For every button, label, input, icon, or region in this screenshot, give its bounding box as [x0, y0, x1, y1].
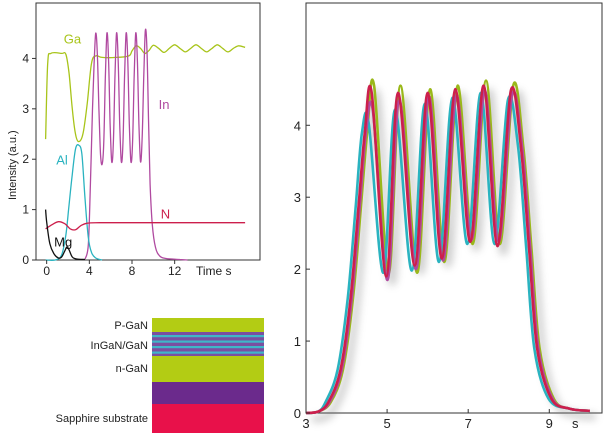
right-x-axis-unit: s: [572, 416, 579, 431]
layer-label: n-GaN: [116, 363, 148, 375]
layer-label: InGaN/GaN: [91, 340, 149, 352]
left-x-tick-label: 4: [86, 264, 93, 278]
right-y-tick-label: 3: [294, 190, 301, 205]
left-series-mg-label: Mg: [54, 234, 72, 249]
quantum-well-stripe: [152, 335, 264, 338]
left-series-in-label: In: [159, 97, 170, 112]
left-y-tick-label: 1: [22, 203, 29, 217]
left-x-axis-label: Time s: [196, 264, 232, 278]
left-series-ga-line: [44, 44, 246, 143]
left-series-n-line: [45, 221, 246, 231]
left-plot-frame: [35, 2, 261, 261]
right-x-tick-label: 3: [302, 416, 309, 431]
left-series-al-line: [45, 144, 103, 262]
left-series-al-label: Al: [56, 152, 68, 167]
right-chart: 3 5 7 9 0 1 2 3 4 s: [294, 2, 603, 431]
left-y-tick-label: 3: [22, 102, 29, 116]
left-series-group: Ga In Al N Mg: [44, 28, 246, 262]
right-y-tick-label: 0: [294, 406, 301, 421]
layer-rects: [152, 318, 264, 433]
right-y-tick-label: 1: [294, 334, 301, 349]
right-series-group: [305, 78, 590, 415]
right-plot-frame: [305, 2, 603, 414]
left-series-mg-line: [44, 209, 86, 261]
right-series-line-1: [305, 91, 590, 415]
layer-stack-diagram: P-GaN InGaN/GaN n-GaN Sapphire substrate: [56, 318, 264, 433]
quantum-well-stripe: [152, 346, 264, 349]
layer-rect-4: [152, 404, 264, 433]
quantum-well-stripe: [152, 351, 264, 354]
left-x-tick-label: 8: [129, 264, 136, 278]
layer-label: Sapphire substrate: [56, 413, 148, 425]
right-x-tick-label: 9: [546, 416, 553, 431]
left-y-tick-label: 2: [22, 152, 29, 166]
right-y-tick-label: 2: [294, 262, 301, 277]
left-y-tick-label: 0: [22, 253, 29, 267]
left-x-tick-label: 12: [168, 264, 182, 278]
right-x-tick-label: 7: [465, 416, 472, 431]
right-tick-group: 3 5 7 9 0 1 2 3 4: [294, 118, 553, 431]
right-x-tick-label: 5: [383, 416, 390, 431]
right-series-line-3: [305, 84, 590, 415]
layer-label: P-GaN: [114, 320, 148, 332]
left-y-axis-label: Intensity (a.u.): [7, 130, 19, 200]
layer-rect-2: [152, 356, 264, 382]
layer-rect-0: [152, 318, 264, 332]
quantum-well-stripe: [152, 340, 264, 343]
right-y-tick-label: 4: [294, 118, 301, 133]
left-y-tick-label: 4: [22, 51, 29, 65]
left-x-tick-label: 0: [43, 264, 50, 278]
layer-rect-3: [152, 382, 264, 404]
layer-labels: P-GaN InGaN/GaN n-GaN Sapphire substrate: [56, 320, 148, 425]
left-series-in-line: [84, 28, 188, 261]
left-series-ga-label: Ga: [64, 31, 82, 46]
left-series-n-label: N: [161, 207, 170, 222]
